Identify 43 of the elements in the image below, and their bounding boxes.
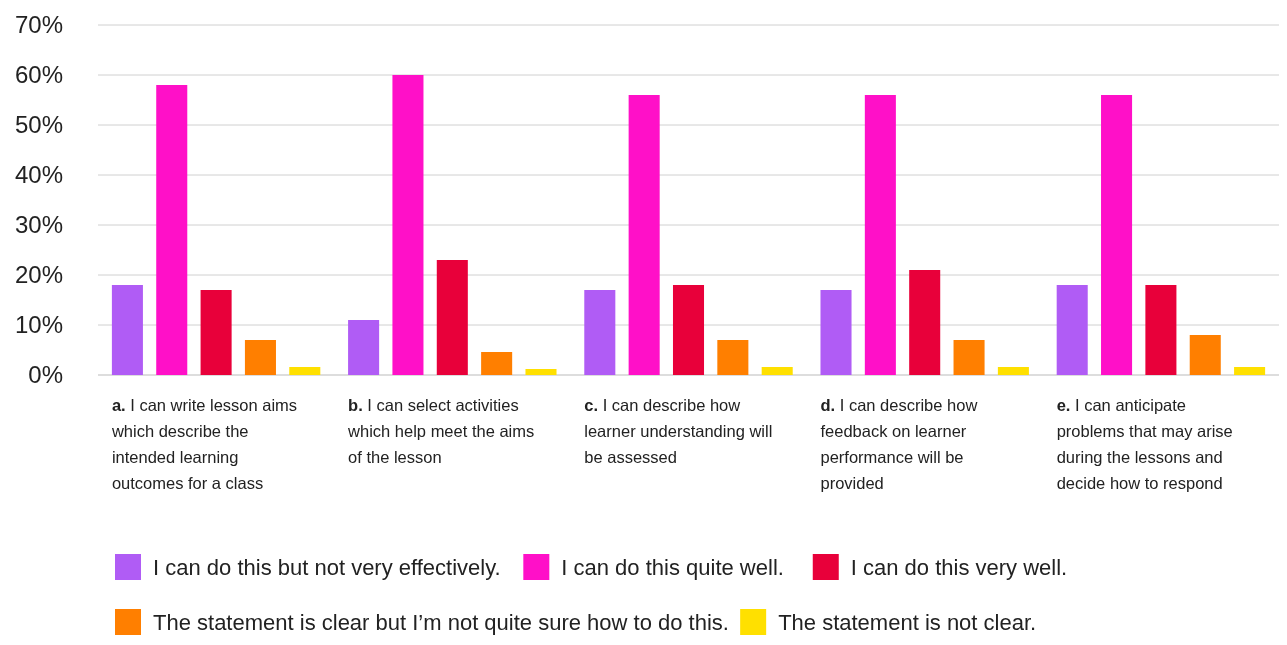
bar (761, 367, 793, 375)
y-tick-label: 70% (14, 11, 63, 39)
bar (672, 285, 705, 375)
x-tick-label: b. I can select activities which help meet the aims of the lesson (347, 396, 535, 466)
legend-label: The statement is clear but I’m not quite sure how to do this. (153, 609, 729, 635)
bar (1189, 335, 1221, 375)
bar (864, 95, 896, 375)
bar (909, 270, 941, 375)
y-tick-label: 40% (14, 161, 63, 189)
y-tick-label: 50% (14, 111, 63, 139)
bar (953, 340, 985, 375)
bar (289, 367, 321, 375)
bar (820, 290, 852, 375)
bar (1101, 95, 1133, 375)
bar (584, 290, 616, 375)
bar (200, 290, 232, 375)
legend-label: I can do this very well. (850, 554, 1068, 580)
y-tick-label: 60% (14, 61, 63, 89)
legend-label: I can do this quite well. (561, 554, 784, 580)
bar (997, 367, 1029, 375)
y-tick-label: 10% (14, 311, 63, 339)
y-tick-label: 20% (14, 261, 63, 289)
bar (1056, 285, 1088, 375)
x-tick-label: a. I can write lesson aims which describe the intended learning outcomes for a class (110, 396, 298, 492)
bar (525, 369, 557, 375)
x-tick-label: c. I can describe how learner understanding will be assessed (584, 396, 773, 466)
y-tick-label: 0% (28, 361, 63, 389)
bar (392, 75, 424, 375)
bar (156, 85, 188, 375)
bar (244, 340, 276, 375)
bar (436, 260, 468, 375)
bar (111, 285, 143, 375)
bar (717, 340, 749, 375)
legend-label: I can do this but not very effectively. (153, 554, 501, 580)
bar (628, 95, 660, 375)
bar (348, 320, 380, 375)
y-tick-label: 30% (14, 211, 63, 239)
bar (481, 352, 513, 375)
bar (1145, 285, 1177, 375)
bar (1234, 367, 1266, 375)
x-tick-label: d. I can describe how feedback on learner performance will be provided (820, 396, 978, 492)
legend-label: The statement is not clear. (778, 609, 1037, 635)
x-tick-label: e. I can anticipate problems that may arise during the lessons and decide how to respond (1056, 396, 1233, 492)
